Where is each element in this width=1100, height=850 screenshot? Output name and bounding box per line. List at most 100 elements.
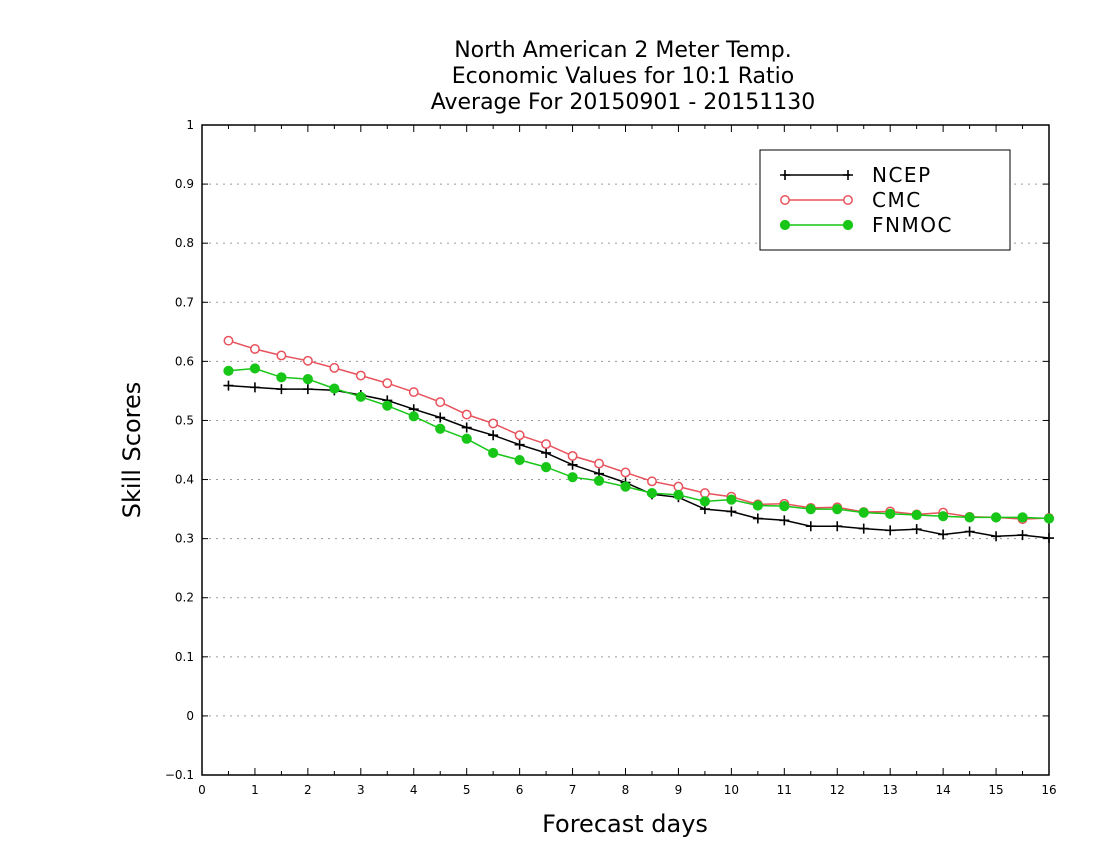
data-point-ncep [726, 506, 737, 517]
data-point-cmc [355, 370, 366, 381]
data-point-cmc [223, 335, 234, 346]
data-point-ncep [964, 526, 975, 537]
y-tick-label: 0.8 [175, 236, 194, 250]
data-point-fnmoc [990, 512, 1002, 523]
axes: −0.100.10.20.30.40.50.60.70.80.910 1 2 3 4 5 6… [165, 118, 1057, 797]
data-point-cmc [541, 439, 552, 450]
y-tick-label: 0.9 [175, 177, 194, 191]
data-point-ncep [276, 384, 287, 395]
x-tick-label: 0 [198, 783, 206, 797]
data-point-fnmoc [673, 489, 684, 501]
series-cmc [223, 335, 1054, 525]
legend-label-cmc: CMC [872, 188, 922, 212]
data-point-ncep [1017, 530, 1028, 541]
data-point-fnmoc [461, 433, 472, 444]
data-point-fnmoc [858, 507, 869, 518]
y-tick-label: 0.5 [175, 413, 194, 427]
data-point-fnmoc [567, 472, 578, 483]
data-point-cmc [514, 430, 525, 441]
data-point-ncep [779, 515, 790, 526]
y-tick-label: 0.7 [175, 295, 194, 309]
data-point-fnmoc [832, 503, 843, 515]
y-tick-label: 0.3 [175, 532, 194, 546]
series-fnmoc [223, 363, 1055, 524]
y-tick-label: 0.2 [175, 591, 194, 605]
x-tick-label: 1 [251, 783, 259, 797]
legend-marker-cmc [780, 195, 790, 205]
data-point-cmc [302, 355, 313, 366]
data-point-fnmoc [699, 496, 711, 507]
data-point-ncep [752, 513, 763, 524]
data-point-ncep [885, 525, 896, 536]
chart-title-line-1: North American 2 Meter Temp. [454, 38, 792, 63]
data-point-fnmoc [382, 400, 393, 411]
chart-title: North American 2 Meter Temp. Economic Va… [431, 38, 816, 115]
data-point-fnmoc [329, 383, 340, 394]
x-tick-label: 6 [516, 783, 524, 797]
series-line-cmc [228, 339, 1050, 520]
legend-marker-ncep [780, 170, 790, 180]
legend-marker-cmc [843, 195, 853, 205]
data-point-ncep [223, 380, 234, 391]
data-point-ncep [567, 459, 578, 470]
data-point-cmc [620, 467, 631, 478]
legend-marker-ncep [843, 170, 853, 180]
data-point-cmc [408, 387, 419, 398]
legend-label-ncep: NCEP [872, 163, 932, 187]
data-point-cmc [461, 409, 472, 420]
x-tick-label: 11 [777, 783, 792, 797]
gridlines [202, 183, 1049, 717]
x-tick-label: 7 [569, 783, 577, 797]
data-point-fnmoc [620, 481, 631, 492]
y-tick-label: −0.1 [165, 768, 194, 782]
data-point-cmc [567, 450, 578, 461]
data-point-ncep [991, 531, 1002, 542]
data-point-ncep [488, 430, 499, 441]
x-tick-label: 13 [883, 783, 898, 797]
data-point-fnmoc [752, 500, 763, 511]
x-tick-label: 16 [1041, 783, 1056, 797]
x-tick-label: 8 [622, 783, 630, 797]
data-point-fnmoc [646, 488, 658, 499]
y-tick-label: 0.6 [175, 354, 194, 368]
data-point-ncep [832, 521, 843, 532]
data-point-cmc [594, 458, 604, 469]
data-point-ncep [435, 412, 446, 423]
data-point-ncep [911, 524, 922, 535]
data-point-fnmoc [593, 475, 605, 486]
data-point-cmc [673, 481, 684, 492]
y-tick-label: 0.1 [175, 650, 194, 664]
data-point-ncep [1044, 533, 1054, 544]
data-point-ncep [249, 382, 260, 393]
x-tick-label: 9 [675, 783, 683, 797]
y-tick-label: 1 [186, 118, 194, 132]
data-point-cmc [647, 476, 657, 487]
legend-entry-cmc: CMC [780, 188, 922, 212]
y-tick-label: 0.4 [175, 473, 194, 487]
data-point-ncep [858, 523, 869, 534]
data-point-fnmoc [885, 508, 896, 519]
x-tick-label: 15 [988, 783, 1003, 797]
data-point-ncep [302, 384, 313, 395]
data-point-fnmoc [488, 447, 499, 459]
x-axis-title: Forecast days [542, 810, 708, 838]
legend-entry-ncep: NCEP [780, 163, 932, 187]
data-point-fnmoc [805, 503, 816, 515]
data-point-fnmoc [540, 462, 552, 473]
data-point-ncep [461, 422, 472, 433]
legend-marker-fnmoc [779, 219, 791, 231]
series-line-fnmoc [228, 367, 1050, 520]
data-point-cmc [699, 488, 710, 499]
x-tick-label: 2 [304, 783, 312, 797]
chart-title-line-3: Average For 20150901 - 20151130 [431, 90, 816, 115]
data-point-cmc [435, 397, 446, 408]
chart-title-line-2: Economic Values for 10:1 Ratio [452, 64, 794, 89]
data-point-fnmoc [779, 501, 790, 512]
data-point-cmc [329, 362, 340, 373]
data-point-fnmoc [938, 511, 949, 522]
data-point-ncep [514, 439, 525, 450]
x-tick-label: 12 [830, 783, 845, 797]
data-point-fnmoc [435, 423, 446, 434]
